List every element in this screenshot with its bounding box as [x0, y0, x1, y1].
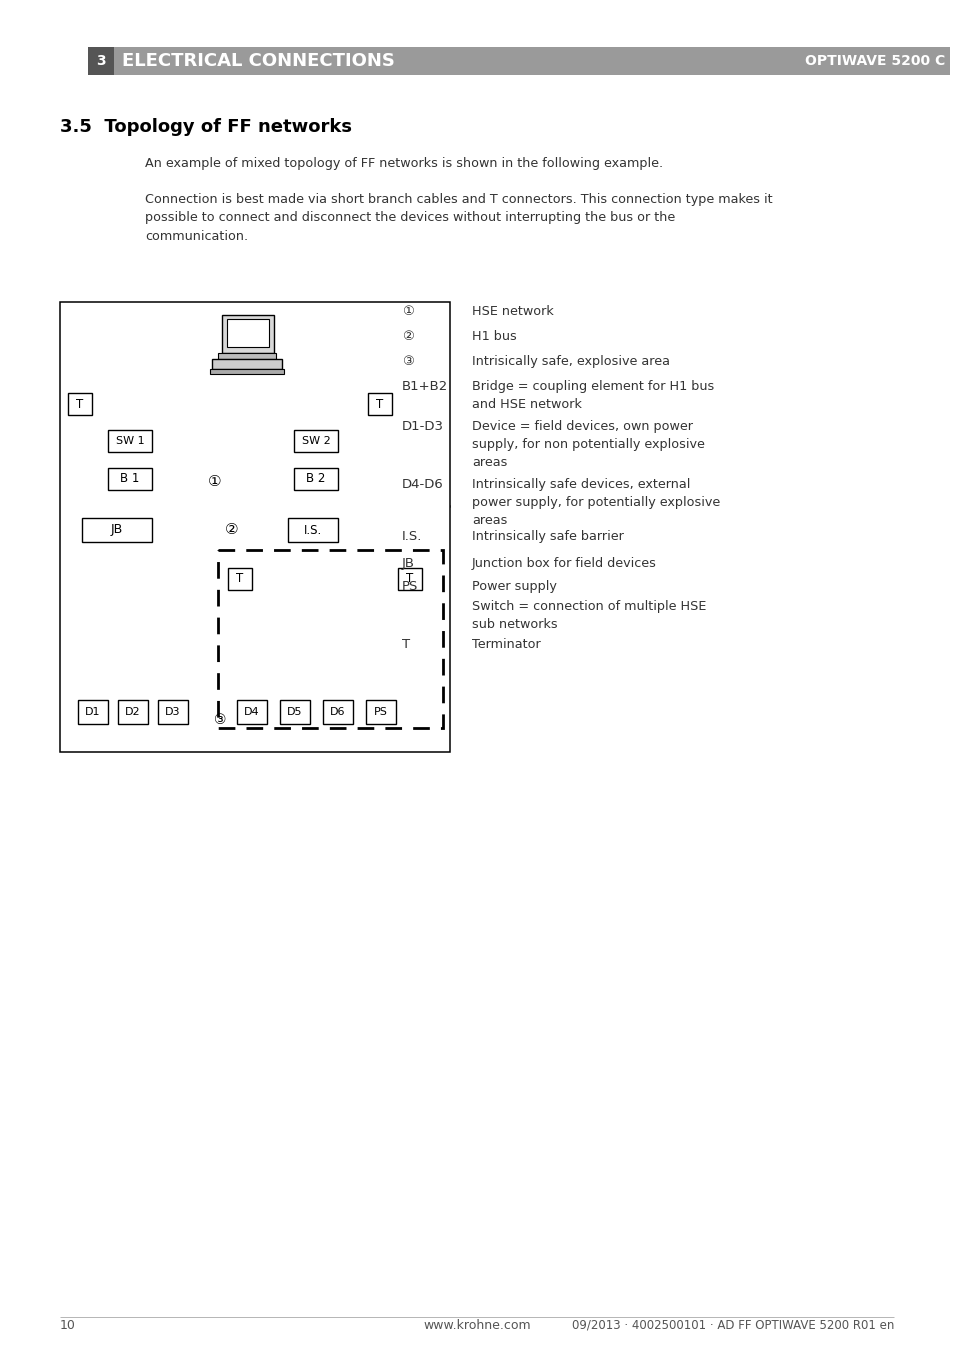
FancyBboxPatch shape — [222, 315, 274, 353]
Text: 09/2013 · 4002500101 · AD FF OPTIWAVE 5200 R01 en: 09/2013 · 4002500101 · AD FF OPTIWAVE 52… — [571, 1319, 893, 1332]
Text: D3: D3 — [165, 707, 180, 717]
FancyBboxPatch shape — [227, 319, 269, 347]
FancyBboxPatch shape — [288, 517, 337, 542]
Text: Switch = connection of multiple HSE
sub networks: Switch = connection of multiple HSE sub … — [472, 600, 705, 631]
Text: JB: JB — [111, 523, 123, 536]
Text: Connection is best made via short branch cables and T connectors. This connectio: Connection is best made via short branch… — [145, 193, 772, 243]
FancyBboxPatch shape — [60, 303, 450, 753]
Text: PS: PS — [374, 707, 388, 717]
Text: 10: 10 — [60, 1319, 76, 1332]
FancyBboxPatch shape — [228, 567, 252, 590]
Text: OPTIWAVE 5200 C: OPTIWAVE 5200 C — [804, 54, 944, 68]
Text: T: T — [236, 573, 243, 585]
FancyBboxPatch shape — [280, 700, 310, 724]
FancyBboxPatch shape — [78, 700, 108, 724]
Text: Device = field devices, own power
supply, for non potentially explosive
areas: Device = field devices, own power supply… — [472, 420, 704, 469]
Text: ②: ② — [225, 523, 238, 538]
Text: HSE network: HSE network — [472, 305, 553, 317]
FancyBboxPatch shape — [68, 393, 91, 415]
Text: T: T — [401, 638, 410, 651]
Text: Intrisically safe, explosive area: Intrisically safe, explosive area — [472, 355, 669, 367]
Text: Intrinsically safe barrier: Intrinsically safe barrier — [472, 530, 623, 543]
FancyBboxPatch shape — [294, 430, 337, 453]
Text: 3: 3 — [96, 54, 106, 68]
Text: D1-D3: D1-D3 — [401, 420, 443, 434]
Text: H1 bus: H1 bus — [472, 330, 517, 343]
Text: An example of mixed topology of FF networks is shown in the following example.: An example of mixed topology of FF netwo… — [145, 157, 662, 170]
Text: Bridge = coupling element for H1 bus
and HSE network: Bridge = coupling element for H1 bus and… — [472, 380, 714, 411]
Text: Intrinsically safe devices, external
power supply, for potentially explosive
are: Intrinsically safe devices, external pow… — [472, 478, 720, 527]
Text: SW 2: SW 2 — [301, 436, 330, 446]
Text: D2: D2 — [125, 707, 141, 717]
Text: D5: D5 — [287, 707, 302, 717]
Text: Junction box for field devices: Junction box for field devices — [472, 557, 657, 570]
Text: T: T — [376, 397, 383, 411]
FancyBboxPatch shape — [236, 700, 267, 724]
Text: SW 1: SW 1 — [115, 436, 144, 446]
FancyBboxPatch shape — [366, 700, 395, 724]
Text: I.S.: I.S. — [401, 530, 422, 543]
Text: D4-D6: D4-D6 — [401, 478, 443, 490]
FancyBboxPatch shape — [118, 700, 148, 724]
Text: www.krohne.com: www.krohne.com — [423, 1319, 530, 1332]
FancyBboxPatch shape — [82, 517, 152, 542]
Text: B 2: B 2 — [306, 473, 325, 485]
Text: I.S.: I.S. — [304, 523, 322, 536]
Text: PS: PS — [401, 580, 418, 593]
FancyBboxPatch shape — [218, 353, 275, 359]
Text: T: T — [76, 397, 84, 411]
FancyBboxPatch shape — [108, 430, 152, 453]
Text: Power supply: Power supply — [472, 580, 557, 593]
Text: ELECTRICAL CONNECTIONS: ELECTRICAL CONNECTIONS — [122, 51, 395, 70]
FancyBboxPatch shape — [210, 369, 284, 374]
Text: ②: ② — [401, 330, 414, 343]
FancyBboxPatch shape — [294, 467, 337, 490]
Text: D1: D1 — [85, 707, 101, 717]
Text: ①: ① — [208, 474, 222, 489]
Text: Terminator: Terminator — [472, 638, 540, 651]
Text: 3.5  Topology of FF networks: 3.5 Topology of FF networks — [60, 118, 352, 136]
FancyBboxPatch shape — [323, 700, 353, 724]
FancyBboxPatch shape — [397, 567, 421, 590]
FancyBboxPatch shape — [88, 47, 949, 76]
Text: B1+B2: B1+B2 — [401, 380, 448, 393]
Text: ③: ③ — [401, 355, 414, 367]
FancyBboxPatch shape — [158, 700, 188, 724]
Text: JB: JB — [401, 557, 415, 570]
Text: B 1: B 1 — [120, 473, 139, 485]
FancyBboxPatch shape — [88, 47, 113, 76]
Text: ③: ③ — [213, 713, 226, 727]
FancyBboxPatch shape — [368, 393, 392, 415]
Text: D4: D4 — [244, 707, 259, 717]
Text: ①: ① — [401, 305, 414, 317]
FancyBboxPatch shape — [212, 359, 282, 369]
Text: D6: D6 — [330, 707, 345, 717]
FancyBboxPatch shape — [108, 467, 152, 490]
Text: T: T — [406, 573, 414, 585]
